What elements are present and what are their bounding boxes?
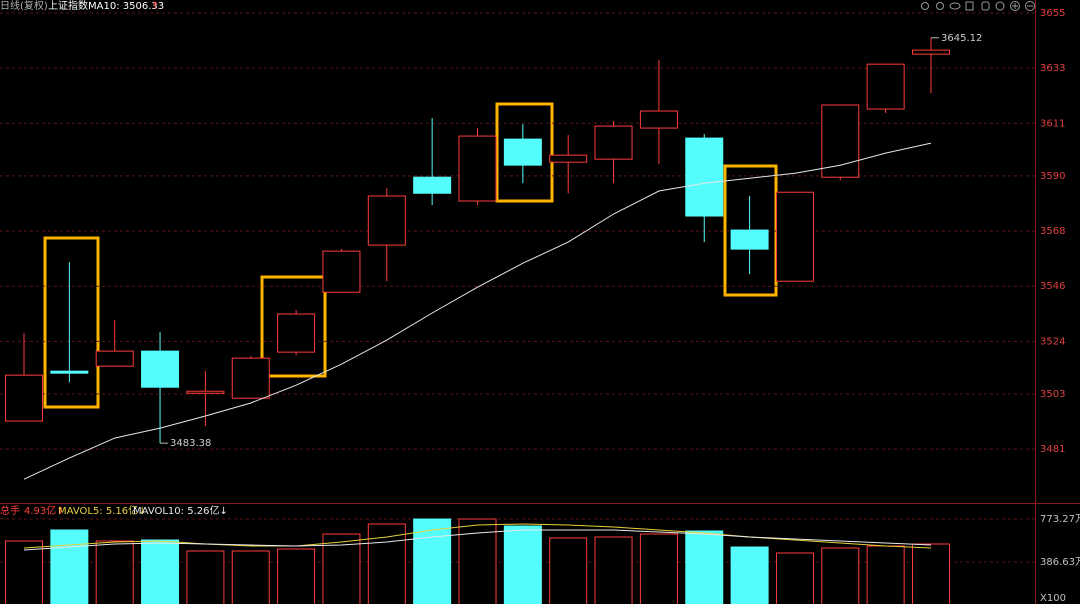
y-tick-label: 3503 — [1040, 389, 1065, 400]
y-tick-label: 3481 — [1040, 444, 1065, 455]
volume-bar — [141, 539, 180, 604]
candle-body — [639, 110, 678, 129]
highlight-box — [43, 236, 100, 409]
candle-body — [685, 137, 724, 217]
y-tick-label: 3546 — [1040, 281, 1065, 292]
hand-icon[interactable] — [981, 1, 990, 11]
legend-entry: MAVOL5: 5.16亿↓ — [58, 504, 147, 517]
candle-body — [413, 176, 452, 194]
volume-bar — [186, 550, 225, 604]
candle-body — [549, 154, 588, 163]
y-tick-label: 773.27万 — [1040, 514, 1080, 525]
volume-bar — [866, 545, 905, 604]
index-name: 上证指数 — [48, 0, 88, 12]
volume-bar — [231, 550, 270, 604]
y-tick-label: 3524 — [1040, 336, 1065, 347]
extreme-label: 3645.12 — [941, 33, 982, 44]
candle-body — [186, 390, 225, 394]
candle-body — [912, 49, 950, 55]
line — [23, 142, 932, 480]
volume-bar — [549, 537, 588, 604]
line — [23, 529, 932, 551]
unit-label: X100 — [1040, 593, 1066, 604]
volume-bar — [95, 540, 134, 604]
reset-icon[interactable] — [995, 1, 1005, 11]
candle-body — [5, 374, 43, 422]
candle-body — [503, 138, 542, 166]
candle-body — [594, 125, 633, 160]
candle-body — [866, 63, 905, 110]
volume-bar — [277, 548, 316, 604]
volume-bar — [503, 525, 542, 604]
candle-body — [50, 370, 89, 374]
period-label: 日线(复权) — [0, 0, 48, 12]
highlight-box — [495, 102, 554, 203]
volume-bar — [413, 518, 452, 604]
volume-bar — [730, 546, 769, 604]
candle-body — [775, 191, 814, 282]
view-icon[interactable] — [949, 2, 961, 10]
volume-bar — [5, 540, 43, 604]
y-tick-label: 3633 — [1040, 63, 1065, 74]
volume-bar — [912, 543, 950, 604]
volume-bar — [821, 547, 860, 604]
volume-bar — [685, 530, 724, 604]
trend-arrow: ↑ — [151, 1, 159, 12]
volume-bar — [639, 533, 678, 604]
toolbar — [921, 1, 1035, 11]
zoom-in-icon[interactable] — [1010, 1, 1020, 11]
candle-body — [821, 104, 860, 178]
export-icon[interactable] — [965, 1, 974, 11]
y-tick-label: 3590 — [1040, 171, 1065, 182]
candle-body — [231, 357, 270, 399]
settings-icon[interactable] — [921, 2, 929, 10]
volume-bar — [775, 552, 814, 604]
volume-bar — [367, 523, 406, 604]
candle-body — [95, 350, 134, 367]
volume-title: 总手 — [0, 504, 20, 517]
candle-body — [141, 350, 180, 388]
y-tick-label: 3611 — [1040, 118, 1065, 129]
volume-bar — [594, 536, 633, 604]
y-tick-label: 3655 — [1040, 8, 1065, 19]
layer-icon[interactable] — [936, 2, 944, 10]
candle-body — [277, 313, 316, 353]
candle-body — [367, 195, 406, 246]
candle-body — [322, 250, 361, 293]
zoom-out-icon[interactable] — [1025, 1, 1035, 11]
legend-entry: MAVOL10: 5.26亿↓ — [133, 504, 228, 517]
extreme-label: 3483.38 — [170, 438, 211, 449]
candle-body — [730, 229, 769, 250]
volume-bar — [50, 529, 89, 604]
volume-total: 4.93亿↑ — [24, 504, 65, 517]
legend-entry: MA10: 3506.33 — [88, 1, 164, 12]
line — [23, 523, 932, 549]
candle-body — [458, 135, 497, 202]
y-tick-label: 386.63万 — [1040, 557, 1080, 568]
y-tick-label: 3568 — [1040, 226, 1065, 237]
highlight-box — [260, 275, 327, 378]
